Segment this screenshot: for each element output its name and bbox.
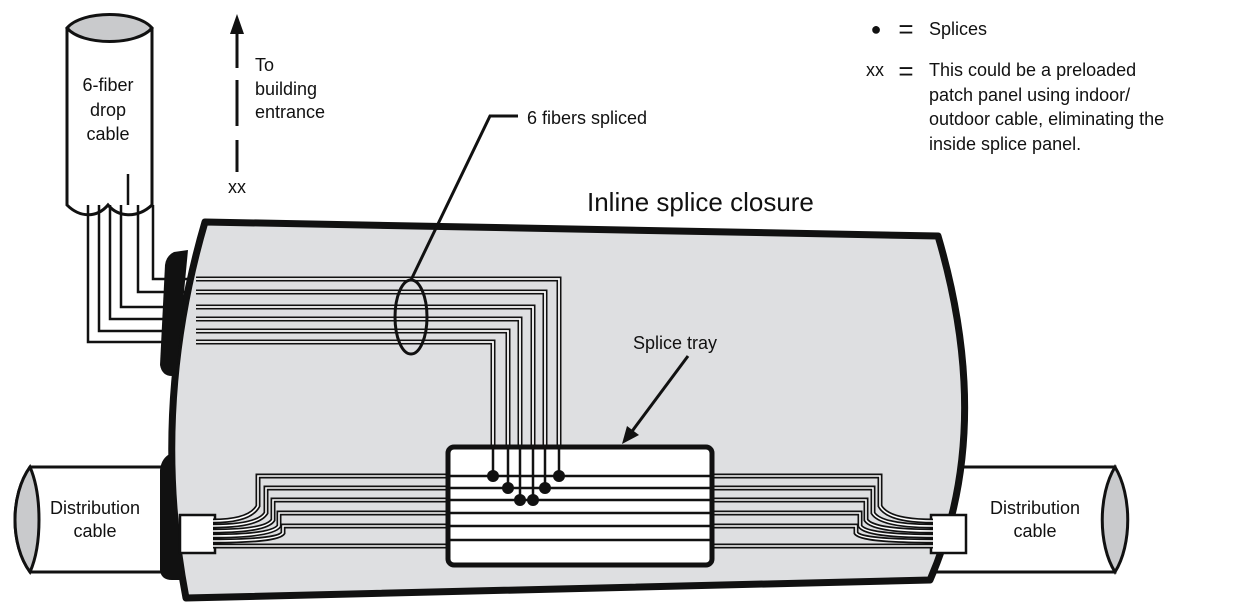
building-entrance-line1: To bbox=[255, 55, 274, 75]
splice-point bbox=[553, 470, 565, 482]
right-distribution-cable bbox=[928, 464, 1130, 575]
splices-legend-label: Splices bbox=[929, 19, 987, 39]
right-cable-end bbox=[1100, 464, 1130, 575]
splice-tray-label: Splice tray bbox=[633, 333, 717, 353]
distribution-right-line1: Distribution bbox=[990, 498, 1080, 518]
distribution-left-label: Distribution cable bbox=[50, 498, 140, 541]
drop-cable-line1: 6-fiber bbox=[82, 75, 133, 95]
splice-point bbox=[502, 482, 514, 494]
splices-legend-equals: = bbox=[898, 14, 913, 44]
splice-point bbox=[539, 482, 551, 494]
xx-legend-line1: This could be a preloaded bbox=[929, 60, 1136, 80]
splice-point bbox=[514, 494, 526, 506]
splices-legend-symbol: ● bbox=[871, 19, 882, 39]
splice-point bbox=[527, 494, 539, 506]
splice-points bbox=[487, 470, 565, 506]
xx-legend-line3: outdoor cable, eliminating the bbox=[929, 109, 1164, 129]
drop-cable-label: 6-fiber drop cable bbox=[82, 75, 133, 144]
drop-fibers-inside bbox=[196, 276, 562, 500]
right-inner-cable-stub bbox=[929, 513, 968, 555]
building-entrance-line3: entrance bbox=[255, 102, 325, 122]
splice-tray bbox=[445, 444, 715, 568]
closure-bottom-cap bbox=[160, 453, 182, 580]
arrow-up-icon bbox=[230, 14, 244, 34]
drop-cable-line2: drop bbox=[90, 100, 126, 120]
closure-title: Inline splice closure bbox=[587, 187, 814, 217]
building-entrance-xx-marker: xx bbox=[228, 177, 246, 197]
distribution-left-line2: cable bbox=[73, 521, 116, 541]
legend: ● = Splices xx = This could be a preload… bbox=[866, 14, 1164, 154]
distribution-left-line1: Distribution bbox=[50, 498, 140, 518]
building-entrance-line2: building bbox=[255, 79, 317, 99]
xx-legend-equals: = bbox=[898, 56, 913, 86]
xx-legend-line2: patch panel using indoor/ bbox=[929, 85, 1130, 105]
left-inner-cable-stub bbox=[178, 513, 217, 555]
building-entrance-label: To building entrance xx bbox=[228, 55, 325, 197]
distribution-right-line2: cable bbox=[1013, 521, 1056, 541]
drop-cable-line3: cable bbox=[86, 124, 129, 144]
closure-top-cap bbox=[160, 250, 188, 376]
fibers-spliced-leader bbox=[409, 114, 518, 281]
drop-cable bbox=[65, 13, 154, 217]
distribution-right-label: Distribution cable bbox=[990, 498, 1080, 541]
building-entrance-arrow bbox=[230, 14, 244, 172]
splice-point bbox=[487, 470, 499, 482]
left-distribution-cable bbox=[13, 463, 187, 575]
drop-cable-top-end bbox=[65, 13, 154, 43]
xx-legend-line4: inside splice panel. bbox=[929, 134, 1081, 154]
splice-tray-arrow bbox=[622, 355, 690, 444]
left-cable-end bbox=[13, 463, 41, 575]
xx-legend-symbol: xx bbox=[866, 60, 884, 80]
fibers-spliced-label: 6 fibers spliced bbox=[527, 108, 647, 128]
